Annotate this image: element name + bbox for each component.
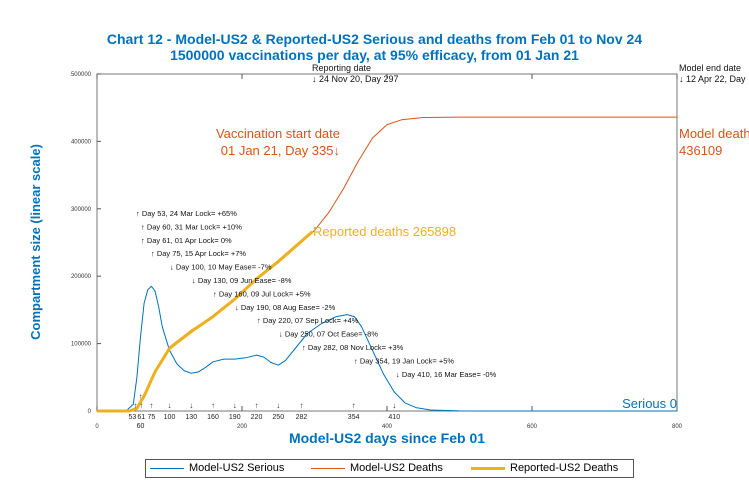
x-tick-label: 800 — [672, 424, 683, 430]
legend-swatch-reported-deaths — [471, 466, 505, 470]
intervention-day-label: 75 — [147, 414, 155, 421]
intervention-arrow: ↑ — [139, 401, 143, 410]
series-line-1 — [97, 285, 677, 412]
intervention-label: ↑ Day 60, 31 Mar Lock= +10% — [141, 222, 242, 231]
model-deaths-value: 436109 — [679, 143, 722, 158]
series-line-3 — [97, 230, 314, 413]
intervention-arrow: ↓ — [392, 401, 396, 410]
x-tick-label: 600 — [527, 424, 538, 430]
legend-label-model-deaths: Model-US2 Deaths — [350, 462, 443, 474]
intervention-arrow: ↓ — [168, 401, 172, 410]
intervention-arrow: ↓ — [189, 401, 193, 410]
intervention-day-label: 160 — [207, 414, 219, 421]
intervention-label: ↑ Day 160, 09 Jul Lock= +5% — [213, 289, 311, 298]
model-deaths-label: Model death — [679, 126, 749, 141]
intervention-day-label: 410 — [388, 414, 400, 421]
y-axis-label: Compartment size (linear scale) — [28, 144, 43, 340]
intervention-label: ↓ Day 100, 10 May Ease= -7% — [170, 263, 272, 272]
chart-subtitle: 1500000 vaccinations per day, at 95% eff… — [170, 47, 579, 63]
intervention-label: ↓ Day 250, 07 Oct Ease= -8% — [279, 330, 378, 339]
legend-label-reported-deaths: Reported-US2 Deaths — [510, 462, 619, 474]
intervention-arrow: ↑ — [139, 392, 143, 401]
intervention-label: ↑ Day 220, 07 Sep Lock= +4% — [257, 316, 359, 325]
y-tick-label: 100000 — [71, 342, 92, 348]
model-end-value: ↓ 12 Apr 22, Day — [679, 74, 746, 84]
intervention-label: ↑ Day 354, 19 Jan Lock= +5% — [354, 356, 454, 365]
legend-swatch-model-deaths — [311, 467, 345, 469]
intervention-day-label: 100 — [164, 414, 176, 421]
intervention-arrow: ↑ — [211, 401, 215, 410]
vaccination-value: 01 Jan 21, Day 335↓ — [221, 143, 340, 158]
intervention-day-label: 354 — [348, 414, 360, 421]
reporting-date-value: ↓ 24 Nov 20, Day 297 — [312, 74, 399, 84]
chart-title: Chart 12 - Model-US2 & Reported-US2 Seri… — [106, 31, 643, 47]
intervention-day-label: 282 — [296, 414, 308, 421]
serious-label: Serious 0 — [622, 396, 677, 411]
intervention-arrow: ↓ — [276, 401, 280, 410]
intervention-label: ↑ Day 53, 24 Mar Lock= +65% — [136, 209, 237, 218]
intervention-arrow: ↑ — [133, 401, 137, 410]
intervention-arrow: ↑ — [352, 401, 356, 410]
intervention-arrow: ↑ — [255, 401, 259, 410]
y-tick-label: 300000 — [71, 207, 92, 213]
legend-swatch-serious — [150, 467, 184, 469]
intervention-day-label: 220 — [251, 414, 263, 421]
x-tick-label: 200 — [237, 424, 248, 430]
intervention-label: ↓ Day 410, 16 Mar Ease= -0% — [396, 370, 497, 379]
x-axis-label: Model-US2 days since Feb 01 — [289, 430, 485, 446]
intervention-arrow: ↓ — [233, 401, 237, 410]
reported-deaths-label: Reported deaths 265898 — [313, 224, 456, 239]
intervention-day-label: 61 — [137, 414, 145, 421]
y-tick-label: 0 — [88, 409, 92, 415]
reporting-date-label: Reporting date — [312, 63, 371, 73]
intervention-arrow: ↑ — [149, 401, 153, 410]
intervention-day-label: 190 — [229, 414, 241, 421]
intervention-label: ↑ Day 282, 08 Nov Lock= +3% — [302, 343, 404, 352]
x-tick-label: 0 — [95, 424, 99, 430]
y-tick-label: 400000 — [71, 139, 92, 145]
y-tick-label: 500000 — [71, 72, 92, 78]
intervention-label: ↑ Day 61, 01 Apr Lock= 0% — [141, 236, 232, 245]
legend: Model-US2 Serious Model-US2 Deaths Repor… — [145, 459, 634, 478]
model-end-label: Model end date — [679, 63, 741, 73]
vaccination-label: Vaccination start date — [216, 126, 340, 141]
y-tick-label: 200000 — [71, 274, 92, 280]
intervention-arrow: ↑ — [299, 401, 303, 410]
intervention-day-label: 130 — [185, 414, 197, 421]
intervention-label: ↓ Day 190, 08 Aug Ease= -2% — [235, 303, 336, 312]
intervention-day-label: 53 — [129, 414, 137, 421]
x-tick-label: 400 — [382, 424, 393, 430]
intervention-day-label: 250 — [272, 414, 284, 421]
legend-label-serious: Model-US2 Serious — [189, 462, 285, 474]
intervention-day-label: 60 — [137, 423, 145, 430]
intervention-label: ↑ Day 75, 15 Apr Lock= +7% — [151, 249, 246, 258]
intervention-label: ↓ Day 130, 09 Jun Ease= -8% — [192, 276, 292, 285]
